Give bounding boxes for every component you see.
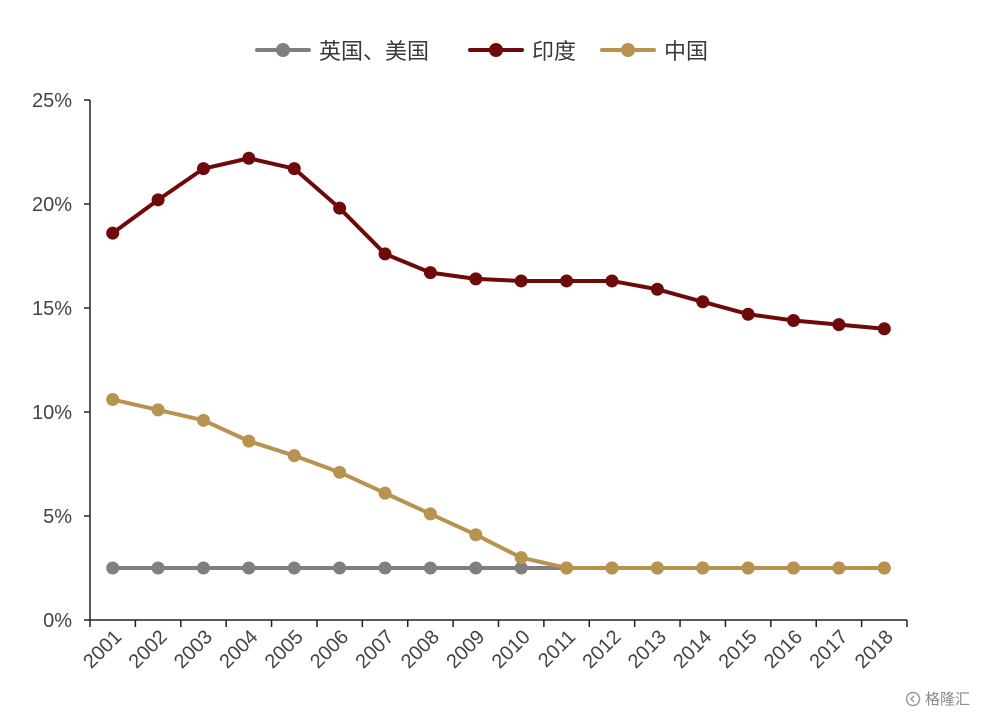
- data-point: [787, 313, 801, 327]
- legend-item: 英国、美国: [255, 30, 429, 70]
- x-tick-label: 2013: [624, 626, 671, 673]
- data-point: [423, 266, 437, 280]
- data-point: [151, 193, 165, 207]
- data-point: [333, 201, 347, 215]
- data-point: [333, 561, 347, 575]
- data-point: [106, 561, 120, 575]
- legend-label: 印度: [532, 40, 577, 65]
- data-point: [196, 413, 210, 427]
- x-tick-label: 2009: [442, 626, 489, 673]
- data-point: [514, 551, 528, 565]
- x-tick-label: 2017: [805, 626, 852, 673]
- data-point: [378, 247, 392, 261]
- x-tick-label: 2007: [352, 626, 399, 673]
- x-tick-label: 2008: [397, 626, 444, 673]
- legend: 英国、美国 印度 中国: [0, 30, 984, 70]
- x-tick-label: 2005: [261, 626, 308, 673]
- data-point: [469, 528, 483, 542]
- watermark: 格隆汇: [905, 688, 970, 709]
- data-point: [650, 561, 664, 575]
- data-point: [514, 561, 528, 575]
- data-point: [333, 465, 347, 479]
- data-point: [605, 274, 619, 288]
- data-point: [605, 561, 619, 575]
- data-point: [287, 449, 301, 463]
- data-point: [560, 561, 574, 575]
- data-point: [877, 322, 891, 336]
- data-point: [650, 282, 664, 296]
- data-point: [151, 561, 165, 575]
- data-point: [696, 561, 710, 575]
- data-point: [242, 561, 256, 575]
- data-point: [196, 561, 210, 575]
- y-tick-label: 0%: [43, 610, 72, 632]
- data-point: [832, 318, 846, 332]
- legend-item: 印度: [468, 30, 576, 70]
- x-tick-label: 2010: [488, 626, 535, 673]
- legend-swatch-dot: [276, 43, 290, 57]
- data-point: [741, 561, 755, 575]
- x-tick-label: 2003: [170, 626, 217, 673]
- x-tick-label: 2014: [669, 626, 716, 673]
- watermark-text: 格隆汇: [924, 690, 970, 708]
- data-point: [242, 434, 256, 448]
- legend-swatch: [255, 40, 311, 60]
- data-point: [378, 561, 392, 575]
- legend-swatch: [600, 40, 656, 60]
- data-point: [832, 561, 846, 575]
- series-line: [111, 156, 885, 331]
- data-point: [151, 403, 165, 417]
- data-point: [787, 561, 801, 575]
- y-tick-label: 15%: [32, 298, 72, 320]
- data-point: [741, 307, 755, 321]
- data-point: [469, 561, 483, 575]
- legend-item: 中国: [600, 30, 708, 70]
- x-tick-label: 2015: [715, 626, 762, 673]
- legend-label: 英国、美国: [319, 40, 430, 65]
- data-point: [106, 393, 120, 407]
- series-line: [112, 397, 885, 570]
- data-point: [378, 486, 392, 500]
- x-tick-label: 2012: [578, 626, 625, 673]
- data-point: [696, 295, 710, 309]
- x-tick-label: 2004: [215, 626, 262, 673]
- x-tick-label: 2018: [851, 626, 898, 673]
- y-tick-label: 5%: [43, 506, 72, 528]
- data-point: [423, 561, 437, 575]
- x-tick-label: 2002: [125, 626, 172, 673]
- data-point: [423, 507, 437, 521]
- data-point: [242, 151, 256, 165]
- data-point: [196, 162, 210, 176]
- y-tick-label: 20%: [32, 194, 72, 216]
- data-point: [287, 561, 301, 575]
- watermark-logo-icon: [905, 691, 921, 706]
- data-point: [106, 226, 120, 240]
- x-tick-label: 2011: [534, 626, 580, 672]
- x-tick-label: 2001: [79, 626, 126, 673]
- data-point: [469, 272, 483, 286]
- data-point: [560, 274, 574, 288]
- x-tick-label: 2016: [760, 626, 807, 673]
- legend-label: 中国: [664, 40, 709, 65]
- legend-swatch-dot: [621, 43, 635, 57]
- y-tick-label: 25%: [32, 90, 72, 112]
- y-tick-label: 10%: [32, 402, 72, 424]
- data-point: [877, 561, 891, 575]
- legend-swatch: [468, 40, 524, 60]
- data-point: [514, 274, 528, 288]
- data-point: [287, 162, 301, 176]
- legend-swatch-dot: [489, 43, 503, 57]
- x-tick-label: 2006: [306, 626, 353, 673]
